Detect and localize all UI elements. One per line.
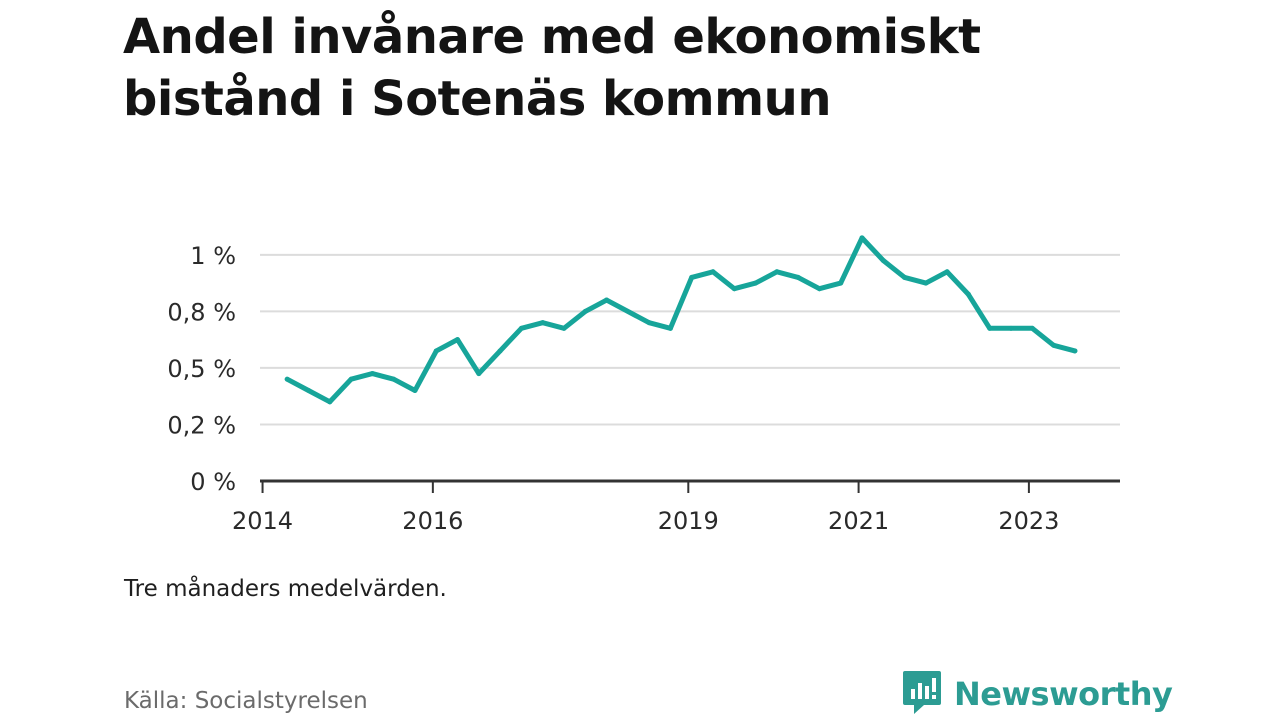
data-point <box>646 320 652 326</box>
data-point <box>369 371 375 377</box>
data-point <box>880 257 886 263</box>
y-tick-label: 0,8 % <box>167 298 236 326</box>
data-point <box>1008 325 1014 331</box>
x-axis: 2014 2016 2019 2021 2023 <box>232 479 1120 535</box>
data-point <box>455 337 461 343</box>
brand-name: Newsworthy <box>954 675 1173 713</box>
data-point <box>348 376 354 382</box>
data-point <box>859 235 865 241</box>
data-point <box>965 291 971 297</box>
data-point <box>497 348 503 354</box>
data-point <box>1051 342 1057 348</box>
y-tick-label: 0,5 % <box>167 355 236 383</box>
data-point <box>476 371 482 377</box>
data-point <box>604 297 610 303</box>
data-point <box>944 269 950 275</box>
data-point <box>753 280 759 286</box>
data-point <box>710 269 716 275</box>
series-layer <box>284 235 1078 405</box>
data-point <box>902 274 908 280</box>
data-point <box>433 348 439 354</box>
data-point <box>795 274 801 280</box>
x-tick-label: 2014 <box>232 507 293 535</box>
x-tick-label: 2019 <box>658 507 719 535</box>
y-tick-label: 1 % <box>190 242 236 270</box>
chart-title: Andel invånare med ekonomiskt bistånd i … <box>123 9 981 127</box>
data-point <box>518 325 524 331</box>
data-point <box>540 320 546 326</box>
data-point <box>667 325 673 331</box>
data-point <box>561 325 567 331</box>
data-point <box>987 325 993 331</box>
data-point <box>689 274 695 280</box>
data-point <box>1072 348 1078 354</box>
data-point <box>391 376 397 382</box>
x-tick-label: 2016 <box>402 507 463 535</box>
x-tick-label: 2023 <box>998 507 1059 535</box>
data-point <box>731 286 737 292</box>
data-point <box>774 269 780 275</box>
data-point <box>412 388 418 394</box>
y-tick-label: 0,2 % <box>167 411 236 439</box>
source-label: Källa: Socialstyrelsen <box>124 688 368 714</box>
brand-logo: Newsworthy <box>902 669 1173 719</box>
y-axis-ticks: 0 % 0,2 % 0,5 % 0,8 % 1 % <box>167 242 236 496</box>
data-point <box>284 376 290 382</box>
data-point <box>582 308 588 314</box>
data-point <box>1029 325 1035 331</box>
data-point <box>838 280 844 286</box>
series-line <box>284 235 1078 405</box>
data-point <box>306 388 312 394</box>
data-point <box>923 280 929 286</box>
data-point <box>816 286 822 292</box>
x-tick-label: 2021 <box>828 507 889 535</box>
y-tick-label: 0 % <box>190 468 236 496</box>
chart-note: Tre månaders medelvärden. <box>124 576 447 602</box>
bar-chart-speech-bubble-icon <box>902 669 942 719</box>
data-point <box>327 399 333 405</box>
